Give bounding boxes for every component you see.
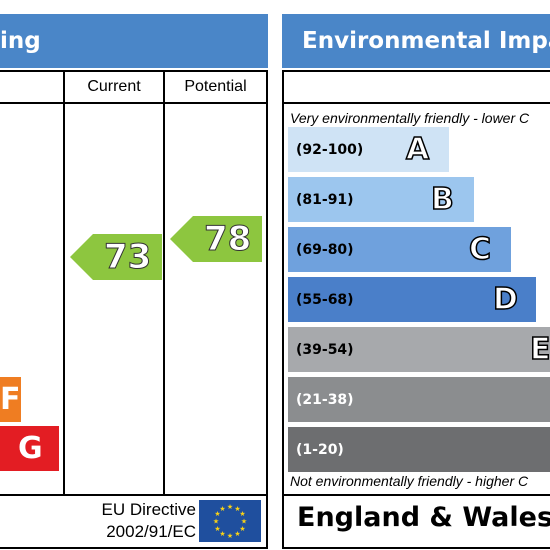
energy-panel-header: ing: [0, 14, 268, 68]
svg-text:★: ★: [227, 532, 233, 540]
env-footer-divider: [282, 494, 550, 496]
env-band-c-range: (69-80): [296, 241, 354, 258]
env-band-d-range: (55-68): [296, 291, 354, 308]
env-panel-header: Environmental Impa: [282, 14, 550, 68]
current-rating-arrow: 73: [70, 234, 162, 280]
energy-col-divider-1: [63, 70, 65, 496]
env-band-d-letter: D: [492, 281, 518, 318]
energy-footer-divider: [0, 494, 268, 496]
env-band-a-letter: A: [405, 131, 430, 168]
env-band-a: (92-100) A: [288, 127, 449, 172]
svg-text:★: ★: [241, 518, 247, 526]
energy-band-f-letter: F: [0, 382, 21, 417]
svg-text:★: ★: [219, 505, 225, 513]
env-top-caption: Very environmentally friendly - lower C: [290, 110, 530, 126]
current-rating-value: 73: [103, 237, 152, 278]
svg-text:★: ★: [227, 503, 233, 511]
env-bottom-caption: Not environmentally friendly - higher C: [290, 473, 529, 489]
env-panel-title: Environmental Impa: [302, 28, 550, 54]
column-header-potential: Potential: [184, 78, 247, 95]
england-wales-label: England & Wales: [297, 502, 550, 533]
svg-text:★: ★: [213, 518, 219, 526]
svg-text:★: ★: [239, 510, 245, 518]
env-band-c-letter: C: [468, 231, 492, 268]
svg-text:★: ★: [234, 505, 240, 513]
eu-flag-icon: ★ ★ ★ ★ ★ ★ ★ ★ ★ ★ ★ ★: [199, 500, 261, 542]
eu-directive-text: EU Directive 2002/91/EC: [78, 499, 196, 543]
energy-header-divider: [0, 102, 268, 104]
eu-directive-line2: 2002/91/EC: [106, 522, 196, 541]
svg-text:★: ★: [214, 525, 220, 533]
env-header-divider: [282, 102, 550, 104]
env-band-f-range: (21-38): [296, 391, 354, 408]
env-band-f: (21-38): [288, 377, 550, 422]
energy-band-g-letter: G: [18, 431, 43, 466]
svg-text:★: ★: [234, 530, 240, 538]
env-band-b: (81-91) B: [288, 177, 474, 222]
energy-band-g: G: [0, 426, 59, 471]
eu-directive-line1: EU Directive: [101, 500, 196, 519]
energy-band-f: F: [0, 377, 21, 422]
energy-col-divider-2: [163, 70, 165, 496]
env-band-e: (39-54) E: [288, 327, 550, 372]
env-band-c: (69-80) C: [288, 227, 511, 272]
env-band-g-range: (1-20): [296, 441, 344, 458]
env-band-d: (55-68) D: [288, 277, 536, 322]
env-band-e-letter: E: [529, 331, 550, 368]
env-band-b-letter: B: [430, 181, 454, 218]
env-band-g: (1-20): [288, 427, 550, 472]
svg-text:★: ★: [239, 525, 245, 533]
env-band-e-range: (39-54): [296, 341, 354, 358]
svg-text:★: ★: [214, 510, 220, 518]
env-band-b-range: (81-91): [296, 191, 354, 208]
energy-panel-frame: [0, 70, 268, 549]
current-arrow-shape: [70, 234, 162, 280]
svg-text:★: ★: [219, 530, 225, 538]
potential-rating-value: 78: [203, 219, 252, 260]
env-band-a-range: (92-100): [296, 141, 364, 158]
potential-rating-arrow: 78: [170, 216, 262, 262]
energy-panel-title: ing: [0, 28, 41, 54]
potential-arrow-shape: [170, 216, 262, 262]
column-header-current: Current: [87, 78, 141, 95]
